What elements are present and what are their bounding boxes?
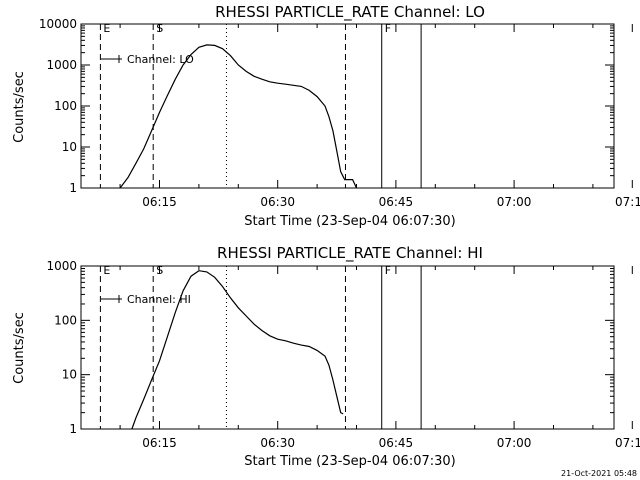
- footer-timestamp: 21-Oct-2021 05:48: [561, 469, 637, 478]
- hi-y-axis-label: Counts/sec: [12, 312, 27, 384]
- hi-event-marker-label: F: [385, 264, 391, 277]
- lo-x-tick-label: 06:15: [142, 195, 177, 209]
- lo-event-marker-label: E: [103, 22, 110, 35]
- lo-y-axis-label: Counts/sec: [12, 71, 27, 143]
- lo-y-tick-label: 10000: [39, 17, 77, 31]
- hi-x-tick-label: 06:30: [260, 436, 295, 450]
- lo-y-tick-label: 1000: [46, 58, 77, 72]
- lo-event-marker-label: F: [385, 22, 391, 35]
- hi-y-tick-label: 1: [69, 422, 77, 436]
- hi-x-axis-label: Start Time (23-Sep-04 06:07:30): [244, 454, 455, 469]
- hi-plot-frame: [80, 265, 615, 430]
- lo-rate-series-line: [119, 44, 358, 189]
- lo-chart-title: RHESSI PARTICLE_RATE Channel: LO: [215, 3, 485, 22]
- hi-x-tick-label: 07:00: [497, 436, 532, 450]
- lo-plot-frame: [80, 23, 615, 189]
- hi-chart-title: RHESSI PARTICLE_RATE Channel: HI: [217, 244, 483, 263]
- hi-x-tick-label: 06:15: [142, 436, 177, 450]
- lo-y-tick-label: 1: [69, 181, 77, 195]
- lo-x-axis-label: Start Time (23-Sep-04 06:07:30): [244, 214, 455, 229]
- lo-event-marker-label: S: [156, 22, 163, 35]
- hi-x-tick-label: 06:45: [379, 436, 414, 450]
- lo-y-tick-label: 100: [54, 99, 77, 113]
- hi-channel-panel: RHESSI PARTICLE_RATE Channel: HI Start T…: [12, 244, 640, 469]
- hi-legend-label: Channel: HI: [127, 293, 191, 306]
- lo-x-tick-label: 07:00: [497, 195, 532, 209]
- hi-event-marker-label: S: [156, 264, 163, 277]
- lo-legend-label: Channel: LO: [127, 53, 194, 66]
- hi-y-tick-label: 1000: [46, 259, 77, 273]
- hi-rate-series-line: [131, 270, 344, 430]
- hi-y-tick-label: 10: [62, 368, 77, 382]
- hi-event-marker-label: E: [103, 264, 110, 277]
- lo-channel-panel: RHESSI PARTICLE_RATE Channel: LO Start T…: [12, 3, 640, 229]
- lo-x-tick-label: 07:15: [615, 195, 640, 209]
- hi-x-tick-label: 07:15: [615, 436, 640, 450]
- lo-x-tick-label: 06:45: [379, 195, 414, 209]
- lo-y-tick-label: 10: [62, 140, 77, 154]
- lo-x-tick-label: 06:30: [260, 195, 295, 209]
- hi-y-tick-label: 100: [54, 313, 77, 327]
